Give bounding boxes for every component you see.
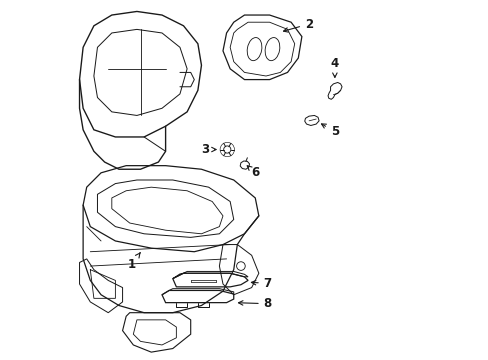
Text: 5: 5: [321, 124, 338, 138]
Text: 1: 1: [127, 253, 140, 271]
Text: 2: 2: [283, 18, 312, 32]
Text: 6: 6: [247, 166, 259, 179]
Text: 7: 7: [251, 277, 271, 290]
Text: 8: 8: [238, 297, 271, 310]
Text: 3: 3: [201, 143, 216, 156]
Text: 4: 4: [330, 57, 338, 77]
